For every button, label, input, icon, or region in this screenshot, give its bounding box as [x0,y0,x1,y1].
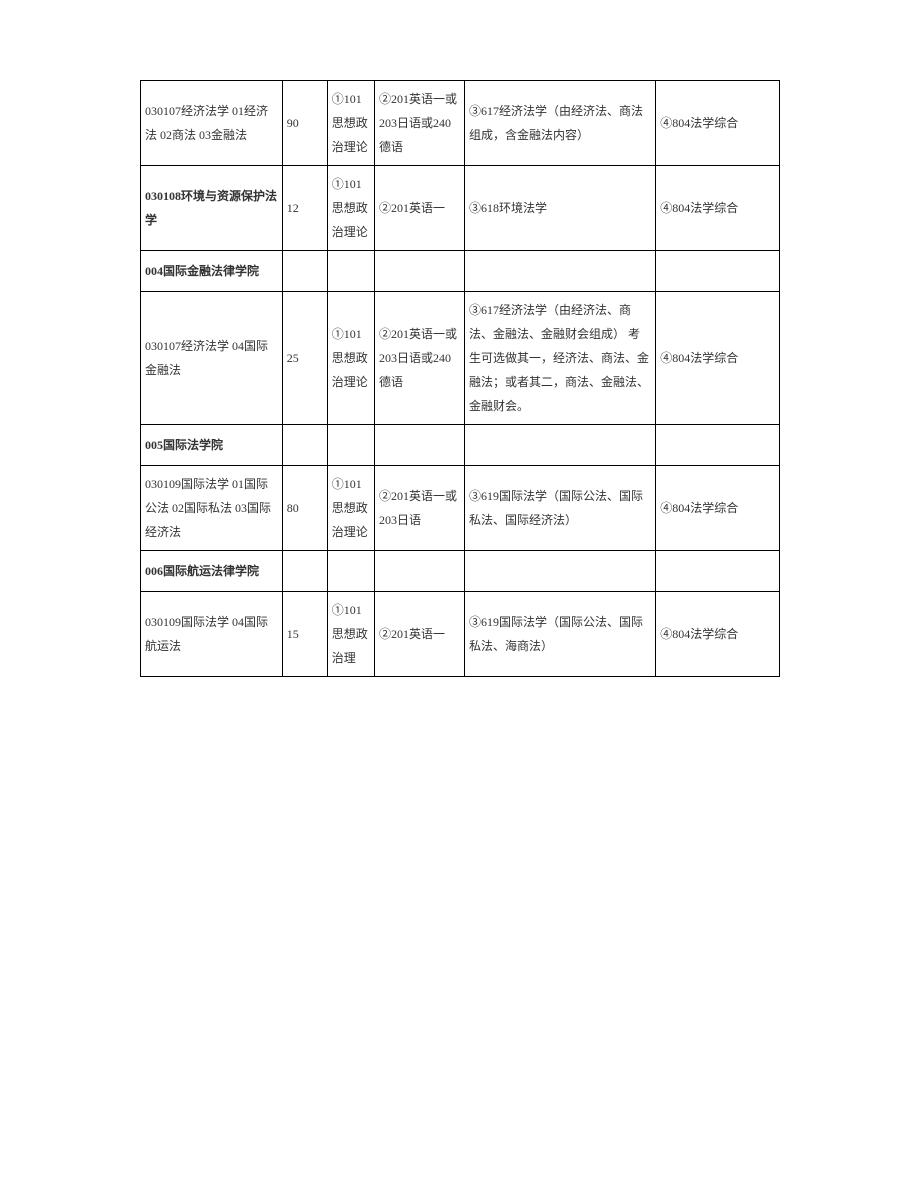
cell-school: 004国际金融法律学院 [141,251,283,292]
table-row: 030109国际法学 01国际公法 02国际私法 03国际经济法 80 ①101… [141,466,780,551]
cell-major: 030108环境与资源保护法学 [141,166,283,251]
cell-empty [656,425,780,466]
cell-empty [465,551,656,592]
cell-empty [282,251,327,292]
cell-empty [327,425,374,466]
table-row: 030108环境与资源保护法学 12 ①101思想政治理论 ②201英语一 ③6… [141,166,780,251]
table-row: 030107经济法学 04国际金融法 25 ①101思想政治理论 ②201英语一… [141,292,780,425]
cell-subject2: ②201英语一或203日语 [375,466,465,551]
cell-subject3: ③617经济法学（由经济法、商法组成，含金融法内容） [465,81,656,166]
cell-subject4: ④804法学综合 [656,466,780,551]
cell-empty [327,551,374,592]
cell-subject1: ①101思想政治理 [327,592,374,677]
cell-subject2: ②201英语一或203日语或240德语 [375,292,465,425]
cell-subject4: ④804法学综合 [656,81,780,166]
course-table: 030107经济法学 01经济法 02商法 03金融法 90 ①101思想政治理… [140,80,780,677]
cell-subject1: ①101思想政治理论 [327,466,374,551]
cell-empty [656,251,780,292]
cell-subject2: ②201英语一 [375,592,465,677]
cell-major: 030109国际法学 04国际航运法 [141,592,283,677]
cell-school: 006国际航运法律学院 [141,551,283,592]
table-body: 030107经济法学 01经济法 02商法 03金融法 90 ①101思想政治理… [141,81,780,677]
cell-empty [327,251,374,292]
cell-empty [465,425,656,466]
cell-subject3: ③617经济法学（由经济法、商法、金融法、金融财会组成） 考生可选做其一，经济法… [465,292,656,425]
cell-empty [282,551,327,592]
cell-subject2: ②201英语一 [375,166,465,251]
table-row: 004国际金融法律学院 [141,251,780,292]
cell-major: 030109国际法学 01国际公法 02国际私法 03国际经济法 [141,466,283,551]
cell-subject1: ①101思想政治理论 [327,81,374,166]
cell-empty [375,551,465,592]
cell-empty [465,251,656,292]
cell-subject1: ①101思想政治理论 [327,292,374,425]
cell-quota: 12 [282,166,327,251]
cell-subject3: ③619国际法学（国际公法、国际私法、海商法） [465,592,656,677]
cell-empty [375,251,465,292]
table-row: 030107经济法学 01经济法 02商法 03金融法 90 ①101思想政治理… [141,81,780,166]
cell-subject3: ③619国际法学（国际公法、国际私法、国际经济法） [465,466,656,551]
cell-subject4: ④804法学综合 [656,292,780,425]
table-row: 006国际航运法律学院 [141,551,780,592]
cell-subject3: ③618环境法学 [465,166,656,251]
cell-empty [282,425,327,466]
table-row: 005国际法学院 [141,425,780,466]
cell-major: 030107经济法学 01经济法 02商法 03金融法 [141,81,283,166]
cell-subject4: ④804法学综合 [656,592,780,677]
cell-quota: 90 [282,81,327,166]
cell-empty [656,551,780,592]
cell-major: 030107经济法学 04国际金融法 [141,292,283,425]
cell-quota: 15 [282,592,327,677]
cell-empty [375,425,465,466]
cell-subject4: ④804法学综合 [656,166,780,251]
table-row: 030109国际法学 04国际航运法 15 ①101思想政治理 ②201英语一 … [141,592,780,677]
cell-subject1: ①101思想政治理论 [327,166,374,251]
cell-quota: 80 [282,466,327,551]
cell-subject2: ②201英语一或203日语或240德语 [375,81,465,166]
cell-school: 005国际法学院 [141,425,283,466]
cell-quota: 25 [282,292,327,425]
